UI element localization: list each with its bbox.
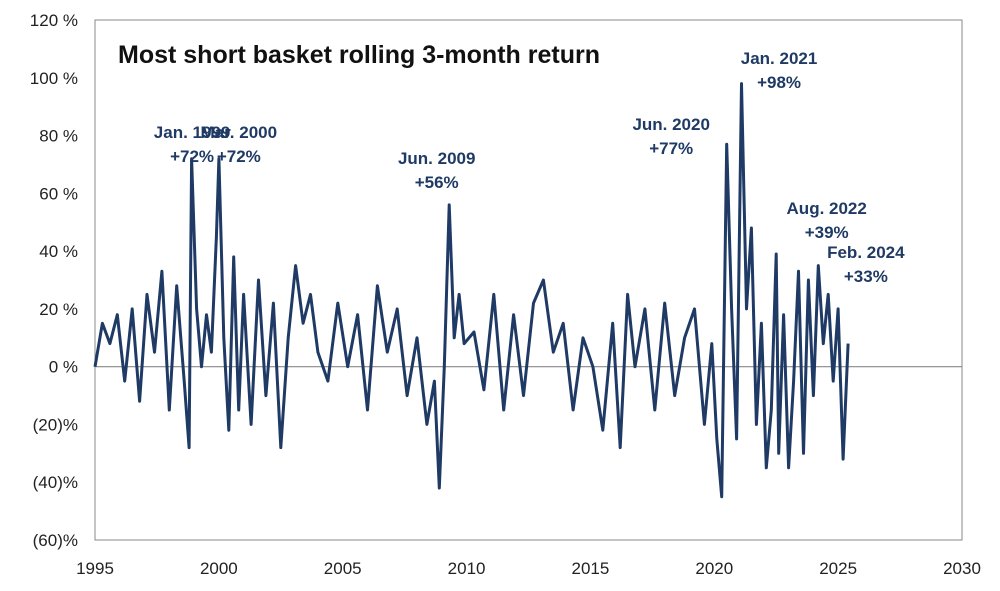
y-tick-label: 80 % — [39, 127, 78, 146]
x-tick-label: 2020 — [695, 559, 733, 578]
annotation-value: +72% — [217, 147, 261, 166]
annotation-date: Jun. 2009 — [398, 149, 476, 168]
x-tick-label: 2025 — [819, 559, 857, 578]
y-tick-label: 100 % — [30, 69, 78, 88]
annotation-value: +98% — [757, 73, 801, 92]
x-tick-label: 2030 — [943, 559, 981, 578]
annotation-date: Mar. 2000 — [201, 123, 278, 142]
x-tick-label: 2000 — [200, 559, 238, 578]
y-tick-label: (40)% — [33, 473, 78, 492]
annotation-date: Jun. 2020 — [632, 115, 710, 134]
chart-title: Most short basket rolling 3-month return — [118, 41, 600, 69]
y-tick-label: 40 % — [39, 242, 78, 261]
annotation-value: +39% — [805, 223, 849, 242]
y-tick-label: (60)% — [33, 531, 78, 550]
annotation-date: Feb. 2024 — [827, 243, 905, 262]
x-tick-label: 2010 — [448, 559, 486, 578]
x-tick-label: 2015 — [572, 559, 610, 578]
y-tick-label: (20)% — [33, 415, 78, 434]
y-tick-label: 120 % — [30, 11, 78, 30]
annotation-date: Aug. 2022 — [787, 199, 867, 218]
y-tick-label: 20 % — [39, 300, 78, 319]
annotation-value: +33% — [844, 267, 888, 286]
annotation-value: +77% — [649, 139, 693, 158]
x-tick-label: 2005 — [324, 559, 362, 578]
y-tick-label: 60 % — [39, 184, 78, 203]
annotation-value: +56% — [415, 173, 459, 192]
y-tick-label: 0 % — [49, 358, 78, 377]
x-tick-label: 1995 — [76, 559, 114, 578]
annotation-date: Jan. 1999 — [154, 123, 231, 142]
annotation-value: +72% — [170, 147, 214, 166]
annotation-date: Jan. 2021 — [741, 49, 818, 68]
plot-frame — [94, 19, 963, 541]
series-line — [93, 82, 850, 499]
